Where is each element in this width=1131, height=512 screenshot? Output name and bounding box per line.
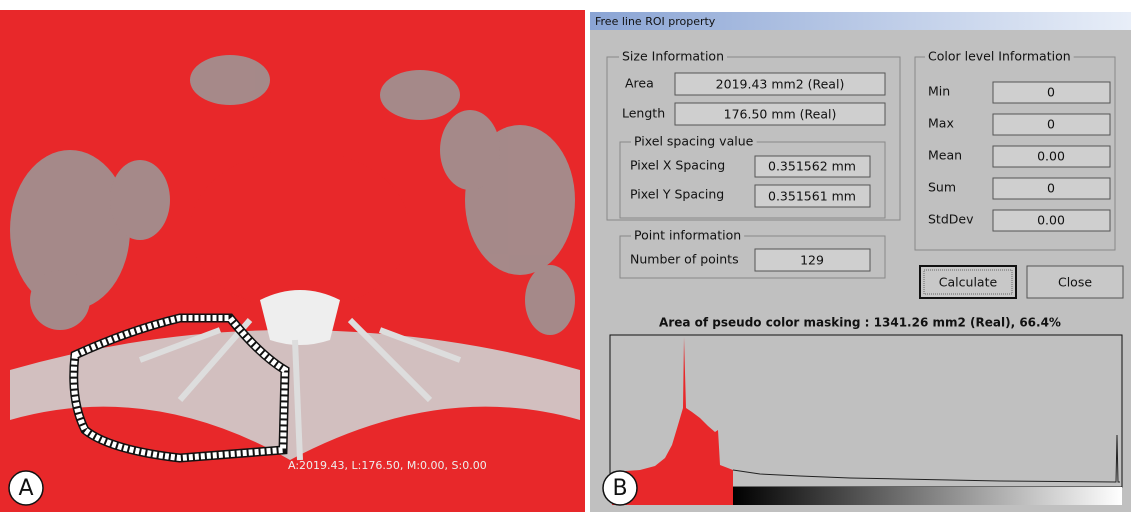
field-value: 2019.43 mm2 (Real) bbox=[716, 77, 845, 92]
field-value: 0.351561 mm bbox=[768, 189, 856, 204]
panel-badge bbox=[602, 470, 638, 506]
histogram bbox=[609, 334, 1123, 505]
panel-label: B bbox=[612, 476, 627, 501]
field-label: Length bbox=[622, 106, 665, 121]
field bbox=[754, 184, 871, 208]
panel-badge bbox=[8, 470, 44, 506]
label-backdrop bbox=[631, 133, 757, 149]
field-label: Area bbox=[625, 76, 654, 91]
label-backdrop bbox=[619, 48, 727, 64]
field bbox=[992, 113, 1111, 136]
button[interactable] bbox=[919, 265, 1017, 299]
field-label: Min bbox=[928, 84, 950, 99]
field-label: Mean bbox=[928, 148, 962, 163]
field-value: 0 bbox=[1047, 85, 1055, 100]
group-title: Pixel spacing value bbox=[634, 134, 754, 149]
focus-ring bbox=[923, 269, 1013, 295]
field-label: Sum bbox=[928, 180, 956, 195]
button-label[interactable]: Close bbox=[1058, 275, 1092, 290]
group-title: Color level Information bbox=[928, 49, 1071, 64]
field-label: Pixel X Spacing bbox=[630, 158, 725, 173]
field-value: 0 bbox=[1047, 181, 1055, 196]
field-label: Number of points bbox=[630, 252, 739, 267]
overlay-text: A:2019.43, L:176.50, M:0.00, S:0.00 bbox=[288, 459, 487, 472]
dialog-title: Free line ROI property bbox=[595, 15, 716, 28]
field-label: Max bbox=[928, 116, 954, 131]
field-label: Pixel Y Spacing bbox=[630, 187, 724, 202]
field bbox=[674, 72, 886, 96]
title-bar bbox=[590, 12, 1131, 30]
masking-text: Area of pseudo color masking : 1341.26 m… bbox=[659, 316, 1061, 330]
field bbox=[754, 155, 871, 178]
field-value: 0.00 bbox=[1037, 213, 1065, 228]
field bbox=[992, 177, 1111, 200]
ct-image bbox=[0, 10, 585, 512]
button[interactable] bbox=[1026, 265, 1124, 299]
field-value: 176.50 mm (Real) bbox=[724, 107, 837, 122]
field-value: 0.00 bbox=[1037, 149, 1065, 164]
field bbox=[992, 209, 1111, 232]
field bbox=[992, 145, 1111, 168]
button-label[interactable]: Calculate bbox=[939, 275, 998, 290]
field-value: 129 bbox=[800, 253, 824, 268]
group-title: Point information bbox=[634, 228, 741, 243]
group-box bbox=[619, 235, 886, 279]
field-value: 0 bbox=[1047, 117, 1055, 132]
label-backdrop bbox=[631, 227, 745, 243]
panel-label: A bbox=[18, 476, 33, 501]
field bbox=[754, 248, 871, 272]
label-backdrop bbox=[925, 48, 1074, 64]
group-title: Size Information bbox=[622, 49, 724, 64]
field bbox=[992, 81, 1111, 104]
field-value: 0.351562 mm bbox=[768, 159, 856, 174]
field-label: StdDev bbox=[928, 212, 974, 227]
field bbox=[674, 102, 886, 126]
group-box bbox=[606, 56, 901, 221]
color-rows: Min 0 Max 0 Mean 0.00 Sum 0 StdDev 0.00 bbox=[928, 81, 1111, 232]
